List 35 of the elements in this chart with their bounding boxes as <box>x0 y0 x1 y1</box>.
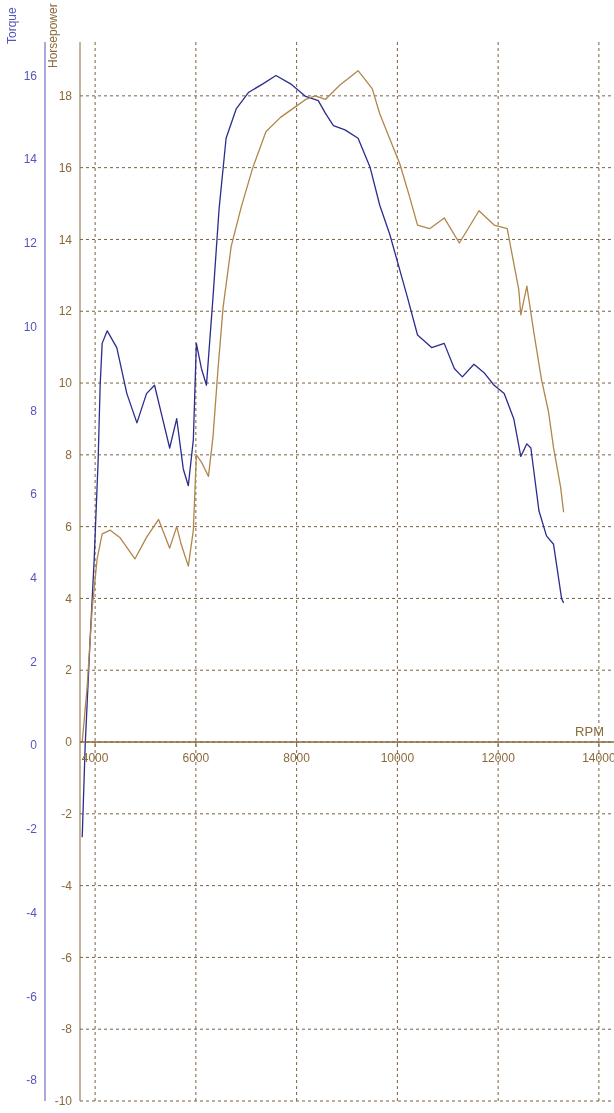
y-tick-label: 8 <box>30 403 38 418</box>
x-tick-label: 8000 <box>283 751 311 766</box>
y2-tick-label: 8 <box>65 448 73 463</box>
y2-tick-label: 16 <box>58 160 73 175</box>
y2-tick-label: -2 <box>61 807 73 822</box>
x-tick-label: 10000 <box>380 751 415 766</box>
y2-axis-title: Horsepower <box>46 3 60 68</box>
y2-tick-label: -10 <box>54 1094 73 1109</box>
y2-tick-label: 18 <box>58 89 73 104</box>
y2-tick-label: 2 <box>65 663 73 678</box>
y2-tick-label: 4 <box>65 591 73 606</box>
y2-tick-label: -6 <box>61 950 73 965</box>
y-tick-label: 16 <box>23 68 38 83</box>
y-tick-label: 10 <box>23 319 38 334</box>
y2-tick-label: 6 <box>65 519 73 534</box>
y2-tick-label: 10 <box>58 376 73 391</box>
y2-tick-label: 14 <box>58 232 73 247</box>
y-tick-label: -4 <box>26 905 38 920</box>
y-tick-label: 6 <box>30 487 38 502</box>
y2-tick-label: -8 <box>61 1022 73 1037</box>
x-tick-label: 6000 <box>182 751 210 766</box>
y2-tick-label: 0 <box>65 735 73 750</box>
y2-tick-label: -4 <box>61 878 73 893</box>
y-tick-label: -8 <box>26 1073 38 1088</box>
y-tick-label: 14 <box>23 152 38 167</box>
y-tick-label: -6 <box>26 989 38 1004</box>
y-tick-label: -2 <box>26 822 38 837</box>
x-tick-label: 12000 <box>481 751 516 766</box>
y-tick-label: 2 <box>30 654 38 669</box>
y-tick-label: 4 <box>30 571 38 586</box>
y-tick-label: 0 <box>30 738 38 753</box>
y-tick-label: 12 <box>23 236 38 251</box>
y-axis-title: Torque <box>5 6 19 44</box>
x-axis-title: RPM <box>575 724 604 740</box>
y2-tick-label: 12 <box>58 304 73 319</box>
